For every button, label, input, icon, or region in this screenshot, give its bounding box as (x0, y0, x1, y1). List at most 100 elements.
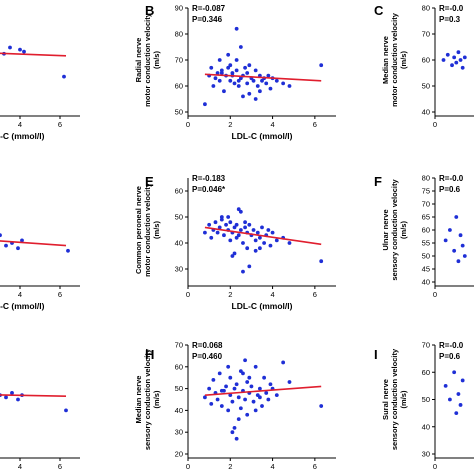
data-point (287, 241, 292, 245)
y-tick-label: 50 (422, 395, 430, 404)
data-point (203, 395, 207, 400)
data-point (274, 78, 279, 83)
data-point (274, 393, 279, 398)
data-point (226, 215, 231, 219)
data-point (287, 380, 292, 384)
data-point (211, 84, 216, 88)
data-point (257, 395, 262, 400)
scatter-points (203, 26, 324, 107)
x-tick-label: 6 (313, 120, 317, 129)
y-axis-label-line: motor conduction velocity (143, 12, 152, 107)
scatter-points (203, 207, 324, 274)
y-tick-label: 40 (422, 278, 430, 287)
data-point (251, 399, 256, 404)
data-point (460, 65, 465, 70)
data-point (445, 52, 450, 57)
x-axis-label: LDL-C (mmol/l) (232, 301, 293, 311)
data-point (234, 382, 239, 387)
data-point (236, 207, 241, 212)
x-tick-label: 2 (228, 462, 232, 471)
y-axis-label-line: motor conduction velocity (143, 182, 152, 277)
y-tick-label: 60 (422, 56, 430, 65)
x-axis-label: LDL-C (mmol/l) (232, 131, 293, 141)
r-value: R=-0.0 (439, 174, 464, 183)
data-point (253, 97, 258, 101)
y-axis-label-line: sensory conduction velocity (390, 348, 399, 450)
data-point (224, 222, 228, 227)
data-point (219, 71, 224, 75)
data-point (268, 243, 273, 248)
y-tick-label: 30 (175, 265, 183, 274)
r-value: R=-0.0 (439, 4, 464, 13)
data-point (217, 58, 222, 62)
x-tick-label: 0 (186, 120, 190, 129)
x-tick-label: 2 (228, 290, 232, 299)
data-point (228, 63, 233, 68)
data-point (319, 63, 324, 68)
y-tick-label: 50 (175, 384, 183, 393)
y-axis-label-line: (m/s) (152, 51, 161, 69)
data-point (264, 81, 269, 86)
data-point (209, 401, 214, 406)
y-tick-label: 90 (175, 4, 183, 13)
data-point (8, 45, 12, 50)
y-axis-label-line: Radial nerve (134, 38, 143, 83)
panel-letter: F (374, 174, 382, 189)
data-point (222, 89, 226, 94)
data-point (217, 371, 222, 376)
axes: 40 50 60 70 80 0 Median nerve motor conduction … (381, 4, 474, 129)
data-point (458, 58, 463, 62)
x-tick-label: 0 (186, 462, 190, 471)
scatter-points (443, 215, 467, 264)
data-point (238, 406, 243, 411)
data-point (264, 391, 269, 395)
data-point (207, 386, 212, 391)
data-point (247, 375, 252, 380)
r-value: R=-0.183 (192, 174, 226, 183)
data-point (255, 230, 260, 235)
data-point (253, 408, 258, 413)
data-point (245, 246, 250, 251)
data-point (236, 417, 241, 422)
data-point (228, 375, 233, 380)
data-point (266, 73, 271, 78)
data-point (281, 360, 286, 365)
y-tick-label: 65 (422, 213, 430, 222)
y-axis-label-line: (m/s) (399, 51, 408, 69)
data-point (274, 238, 279, 243)
y-tick-label: 40 (422, 422, 430, 431)
panel-f: 40 45 50 55 60 65 70 75 80 0 Ulnar nerve sensory co… (374, 174, 474, 299)
data-point (209, 65, 214, 70)
panel-letter: E (145, 174, 154, 189)
axes: 30 40 50 60 70 0 Sural nerve sensory conduction… (381, 341, 474, 471)
y-tick-label: 75 (422, 187, 430, 196)
data-point (260, 404, 264, 408)
data-point (232, 251, 237, 256)
x-tick-label: 4 (18, 462, 22, 471)
scatter-points (441, 50, 467, 70)
panel-i: 30 40 50 60 70 0 Sural nerve sensory conduction… (374, 341, 474, 471)
data-point (238, 45, 243, 49)
data-point (215, 230, 220, 235)
y-tick-label: 30 (175, 428, 183, 437)
data-point (0, 233, 2, 238)
panel-letter: C (374, 3, 384, 18)
y-tick-label: 40 (175, 239, 183, 248)
data-point (251, 228, 256, 232)
y-tick-label: 70 (175, 56, 183, 65)
y-axis-label-line: Sural nerve (381, 379, 390, 420)
data-point (234, 68, 239, 73)
data-point (247, 264, 252, 269)
data-point (253, 364, 258, 369)
panel-letter: B (145, 3, 154, 18)
data-point (217, 78, 222, 83)
x-axis-label: LDL-C (mmol/l) (0, 301, 45, 311)
data-point (213, 76, 218, 81)
data-point (232, 225, 237, 230)
regression-line (0, 394, 67, 398)
data-point (241, 371, 245, 376)
regression-line (204, 226, 322, 246)
data-point (448, 228, 452, 232)
data-point (268, 86, 273, 91)
data-point (253, 68, 258, 73)
